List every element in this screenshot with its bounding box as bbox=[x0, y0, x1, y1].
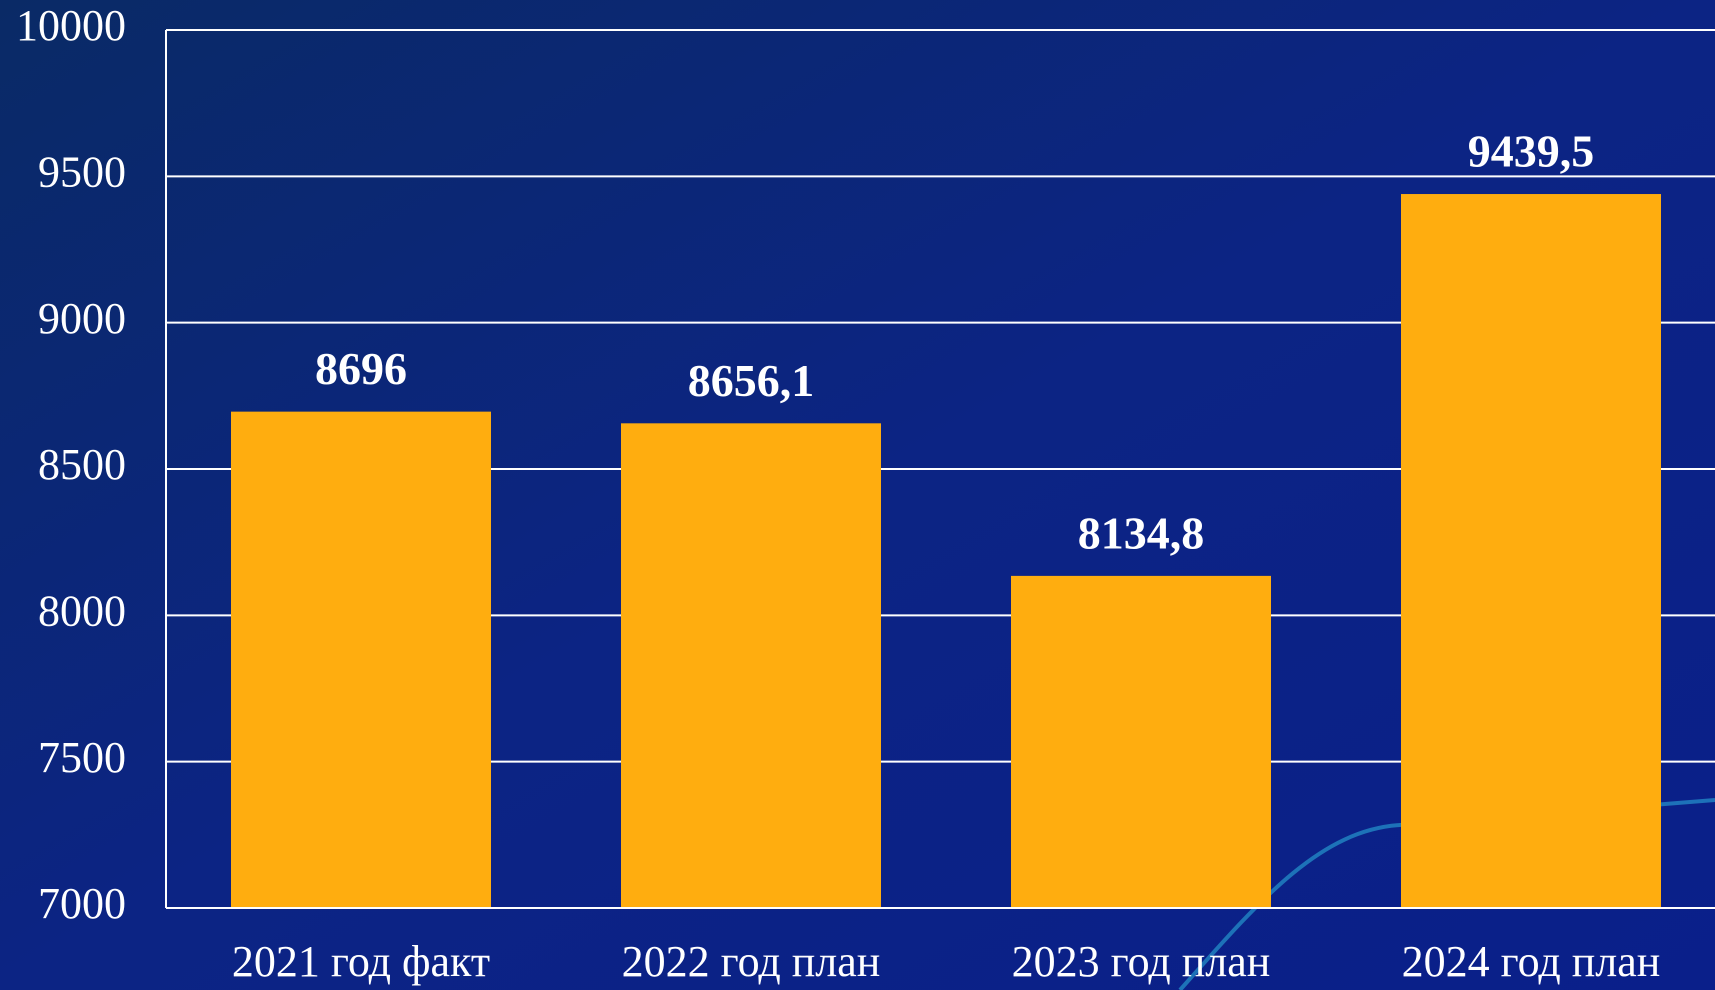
y-tick-label: 8500 bbox=[38, 440, 126, 489]
y-tick-label: 7500 bbox=[38, 733, 126, 782]
bar bbox=[231, 411, 491, 908]
bar bbox=[1401, 194, 1661, 908]
y-tick-label: 9500 bbox=[38, 147, 126, 196]
decoration bbox=[1178, 798, 1715, 990]
x-tick-label: 2024 год план bbox=[1402, 937, 1661, 986]
bar bbox=[621, 423, 881, 908]
y-tick-label: 9000 bbox=[38, 294, 126, 343]
value-label: 9439,5 bbox=[1468, 126, 1595, 177]
y-tick-label: 7000 bbox=[38, 879, 126, 928]
x-tick-label: 2021 год факт bbox=[232, 937, 490, 986]
x-tick-label: 2022 год план bbox=[622, 937, 881, 986]
value-label: 8134,8 bbox=[1078, 507, 1205, 558]
value-label: 8696 bbox=[315, 343, 407, 394]
y-tick-label: 10000 bbox=[16, 1, 126, 50]
x-tick-label: 2023 год план bbox=[1012, 937, 1271, 986]
y-tick-label: 8000 bbox=[38, 586, 126, 635]
value-label: 8656,1 bbox=[688, 355, 815, 406]
bar bbox=[1011, 575, 1271, 908]
